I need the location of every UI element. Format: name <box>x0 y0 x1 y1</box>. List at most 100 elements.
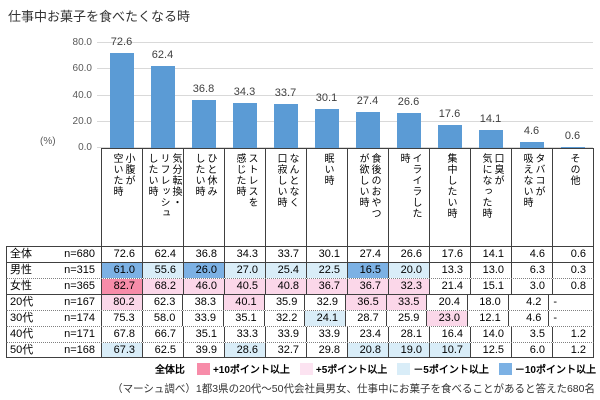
category-label: なんとなく 口寂しい時 <box>275 153 298 208</box>
table-cell: 20.4 <box>426 295 467 310</box>
table-cell: 19.0 <box>388 343 429 357</box>
row-label: 30代 <box>10 312 34 324</box>
y-axis-tick-label: 40.0 <box>72 89 92 101</box>
table-cell: 10.7 <box>429 343 470 357</box>
table-cell: 66.7 <box>142 327 183 342</box>
table-cell: 17.6 <box>429 247 470 262</box>
table-cell: 75.3 <box>113 312 135 324</box>
category-header-row: 小腹が 空いた時 気分転換・ リフレッシュ したい時 ひと休み したい時 ストレスを … <box>101 148 594 246</box>
category-header-cell: その他 <box>552 149 593 246</box>
y-axis-tick-label: 60.0 <box>72 63 92 75</box>
gridline <box>97 94 593 96</box>
category-label: 小腹が 空いた時 <box>111 153 134 197</box>
row-header: 50代 n=168 <box>7 343 102 357</box>
bar-value-label: 14.1 <box>479 112 502 125</box>
table-cell: 61.0 <box>102 263 142 278</box>
bar-column: 36.8 <box>183 30 224 148</box>
legend-label: +10ポイント以上 <box>212 365 290 376</box>
category-label: ストレスを 感じた時 <box>234 153 257 208</box>
table-cell: 4.6 <box>511 247 552 262</box>
table-cell: 1.2 <box>552 327 593 342</box>
y-axis-unit-label: (%) <box>40 136 56 147</box>
table-cell: 28.1 <box>388 327 429 342</box>
bar-column: 33.7 <box>265 30 306 148</box>
row-n: n=365 <box>64 280 95 292</box>
table-cell: 23.4 <box>347 327 388 342</box>
table-cell: 36.7 <box>306 279 347 294</box>
y-axis-tick-label: 80.0 <box>72 37 92 48</box>
table-cell: 20.8 <box>347 343 388 357</box>
bar-column: 4.6 <box>511 30 552 148</box>
bar <box>355 112 380 148</box>
table-cell: 62.3 <box>141 295 183 310</box>
row-n: n=167 <box>64 296 95 308</box>
table-cell: 39.9 <box>183 343 224 357</box>
table-cell: 25.4 <box>265 263 306 278</box>
category-label: タバコが 吸えない時 <box>521 153 544 208</box>
bar <box>191 99 216 148</box>
legend-title: 全体比 <box>154 365 185 376</box>
table-cell: 27.4 <box>347 247 388 262</box>
table-cell: 12.1 <box>467 311 508 326</box>
table-cell: 14.1 <box>470 247 511 262</box>
bar-column: 0.6 <box>552 30 593 148</box>
category-header-cell: イライラした 時 <box>388 149 429 246</box>
table-cell: 3.0 <box>511 279 552 294</box>
category-label: ひと休み したい時 <box>193 153 216 197</box>
table-row: 全体 n=680 72.6 62.4 36.8 34.3 33.7 30.1 27.4 26.6 1… <box>6 246 594 262</box>
category-header-cell: ストレスを 感じた時 <box>224 149 265 246</box>
table-cell: 27.0 <box>224 263 265 278</box>
legend-swatch <box>498 362 512 375</box>
table-cell: 68.2 <box>142 279 183 294</box>
row-header: 40代 n=171 <box>7 327 102 342</box>
table-cell: 21.4 <box>429 279 470 294</box>
table-cell: 33.9 <box>306 327 347 342</box>
gridline <box>97 147 593 148</box>
gridline <box>97 68 593 70</box>
row-label: 40代 <box>10 328 34 340</box>
bar-value-label: 36.8 <box>192 82 215 95</box>
bar-column: 27.4 <box>347 30 388 148</box>
category-label: 口臭が 気になった時 <box>480 153 503 219</box>
bar <box>519 141 544 148</box>
table-cell: 40.5 <box>224 279 265 294</box>
table-cell: 67.8 <box>113 328 135 340</box>
bar <box>314 108 339 148</box>
legend: 全体比 +10ポイント以上 +5ポイント以上 －5ポイント以上 －10ポイント以上 <box>155 361 596 376</box>
table-cell: 4.6 <box>507 311 549 326</box>
bar-value-label: 62.4 <box>151 49 174 62</box>
bar-value-label: 30.1 <box>315 91 338 104</box>
row-header: 男性 n=315 <box>7 263 102 278</box>
table-cell: 16.5 <box>347 263 388 278</box>
bar <box>273 103 298 148</box>
bar-value-label: 34.3 <box>233 85 256 98</box>
y-axis-tick-label: 20.0 <box>72 115 92 127</box>
table-cell: 46.0 <box>183 279 224 294</box>
table-cell: 62.4 <box>142 247 183 262</box>
table-cell: 33.7 <box>265 247 306 262</box>
row-label: 50代 <box>10 344 34 356</box>
bar-value-label: 0.6 <box>564 130 581 143</box>
table-cell: 26.6 <box>388 247 429 262</box>
row-n: n=168 <box>64 344 95 356</box>
table-cell: 16.4 <box>429 327 470 342</box>
legend-swatch <box>397 362 411 375</box>
bar <box>478 129 503 148</box>
row-header: 20代 n=167 <box>7 295 102 310</box>
table-cell: 55.6 <box>142 263 183 278</box>
row-label: 女性 <box>10 280 32 292</box>
legend-swatch <box>299 362 313 375</box>
table-cell: 62.5 <box>142 343 183 357</box>
table-row: 30代 n=174 75.3 58.0 33.9 35.1 32.2 24.1 28.7 25.9… <box>6 310 594 326</box>
table-cell: 32.7 <box>265 343 306 357</box>
bar-value-label: 33.7 <box>274 86 297 99</box>
table-cell: 0.6 <box>552 247 593 262</box>
table-cell: 28.6 <box>224 343 265 357</box>
table-cell: 4.2 <box>507 295 549 310</box>
page-title: 仕事中お菓子を食べたくなる時 <box>8 9 191 24</box>
bar <box>437 124 462 148</box>
row-label: 全体 <box>10 248 32 260</box>
category-header-cell: 小腹が 空いた時 <box>102 149 142 246</box>
bar-column: 62.4 <box>142 30 183 148</box>
category-header-cell: 集中したい時 <box>429 149 470 246</box>
